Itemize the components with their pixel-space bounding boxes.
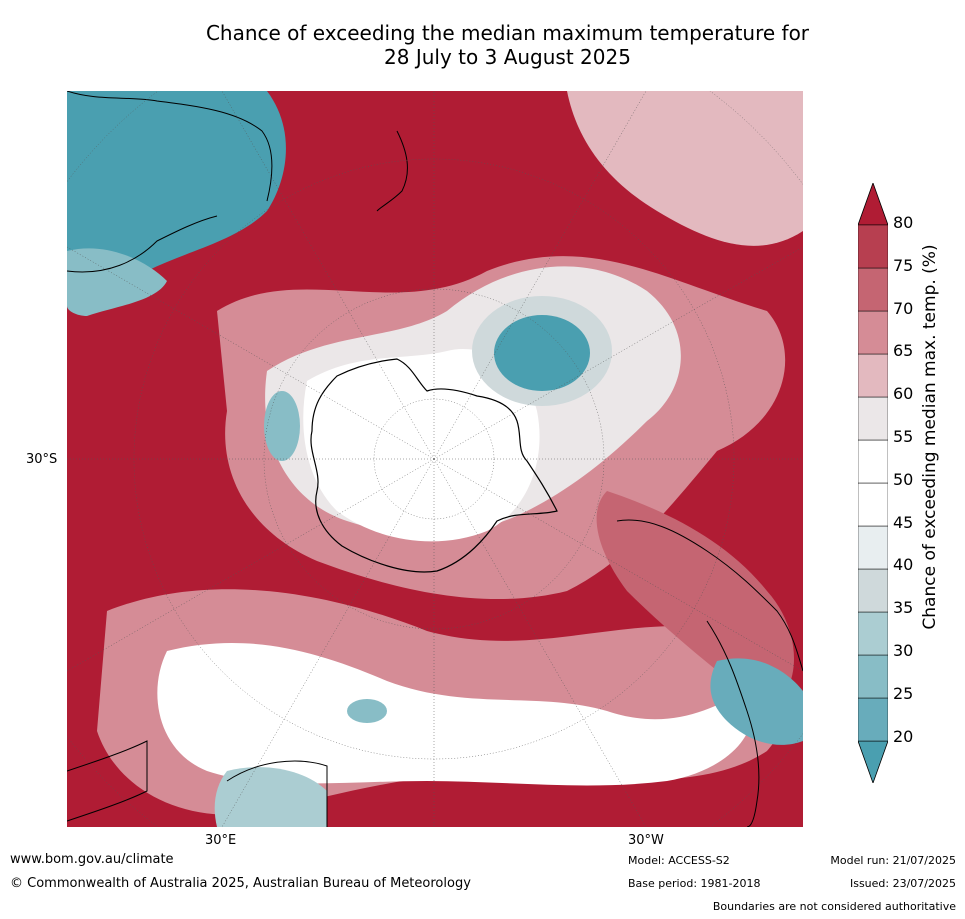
- colorbar-tick-50: 50: [893, 470, 914, 489]
- map-canvas: [67, 91, 803, 827]
- model-info: Model: ACCESS-S2: [628, 854, 730, 867]
- issued-info: Issued: 23/07/2025: [849, 877, 956, 890]
- longitude-label-west: 30°W: [628, 833, 664, 848]
- boundaries-disclaimer: Boundaries are not considered authoritat…: [712, 900, 956, 913]
- colorbar-band: [858, 267, 888, 312]
- model-run-info: Model run: 21/07/2025: [830, 854, 956, 867]
- colorbar-band: [858, 525, 888, 570]
- title-line-2: 28 July to 3 August 2025: [384, 45, 631, 69]
- colorbar-tick-55: 55: [893, 427, 914, 446]
- colorbar-tick-60: 60: [893, 384, 914, 403]
- footer-website: www.bom.gov.au/climate: [10, 852, 174, 867]
- colorbar-tick-70: 70: [893, 299, 914, 318]
- colorbar-tick-25: 25: [893, 684, 914, 703]
- antarctica-coastline: [310, 358, 558, 573]
- colorbar: [858, 183, 888, 783]
- title-line-1: Chance of exceeding the median maximum t…: [205, 21, 810, 45]
- colorbar-extend-high: [858, 183, 888, 226]
- colorbar-band: [858, 224, 888, 269]
- colorbar-tick-30: 30: [893, 641, 914, 660]
- probability-map: [67, 91, 803, 827]
- colorbar-tick-20: 20: [893, 727, 914, 746]
- colorbar-extend-low: [858, 740, 888, 783]
- colorbar-tick-80: 80: [893, 213, 914, 232]
- graticule: [67, 91, 803, 827]
- colorbar-band: [858, 568, 888, 613]
- colorbar-band: [858, 439, 888, 484]
- colorbar-band: [858, 611, 888, 656]
- footer-copyright: © Commonwealth of Australia 2025, Austra…: [10, 876, 471, 891]
- colorbar-tick-40: 40: [893, 555, 914, 574]
- latitude-label: 30°S: [26, 452, 58, 467]
- low-probability-regions: [67, 91, 803, 827]
- colorbar-tick-35: 35: [893, 598, 914, 617]
- colorbar-band: [858, 482, 888, 527]
- longitude-label-east: 30°E: [205, 833, 237, 848]
- colorbar-tick-75: 75: [893, 256, 914, 275]
- map-title: Chance of exceeding the median maximum t…: [0, 21, 965, 69]
- colorbar-band: [858, 396, 888, 441]
- colorbar-band: [858, 697, 888, 742]
- colorbar-tick-45: 45: [893, 513, 914, 532]
- colorbar-band: [858, 654, 888, 699]
- colorbar-title: Chance of exceeding median max. temp. (%…: [920, 244, 940, 630]
- coastlines: [67, 91, 803, 827]
- base-period-info: Base period: 1981-2018: [628, 877, 761, 890]
- colorbar-tick-65: 65: [893, 341, 914, 360]
- colorbar-band: [858, 310, 888, 355]
- colorbar-band: [858, 353, 888, 398]
